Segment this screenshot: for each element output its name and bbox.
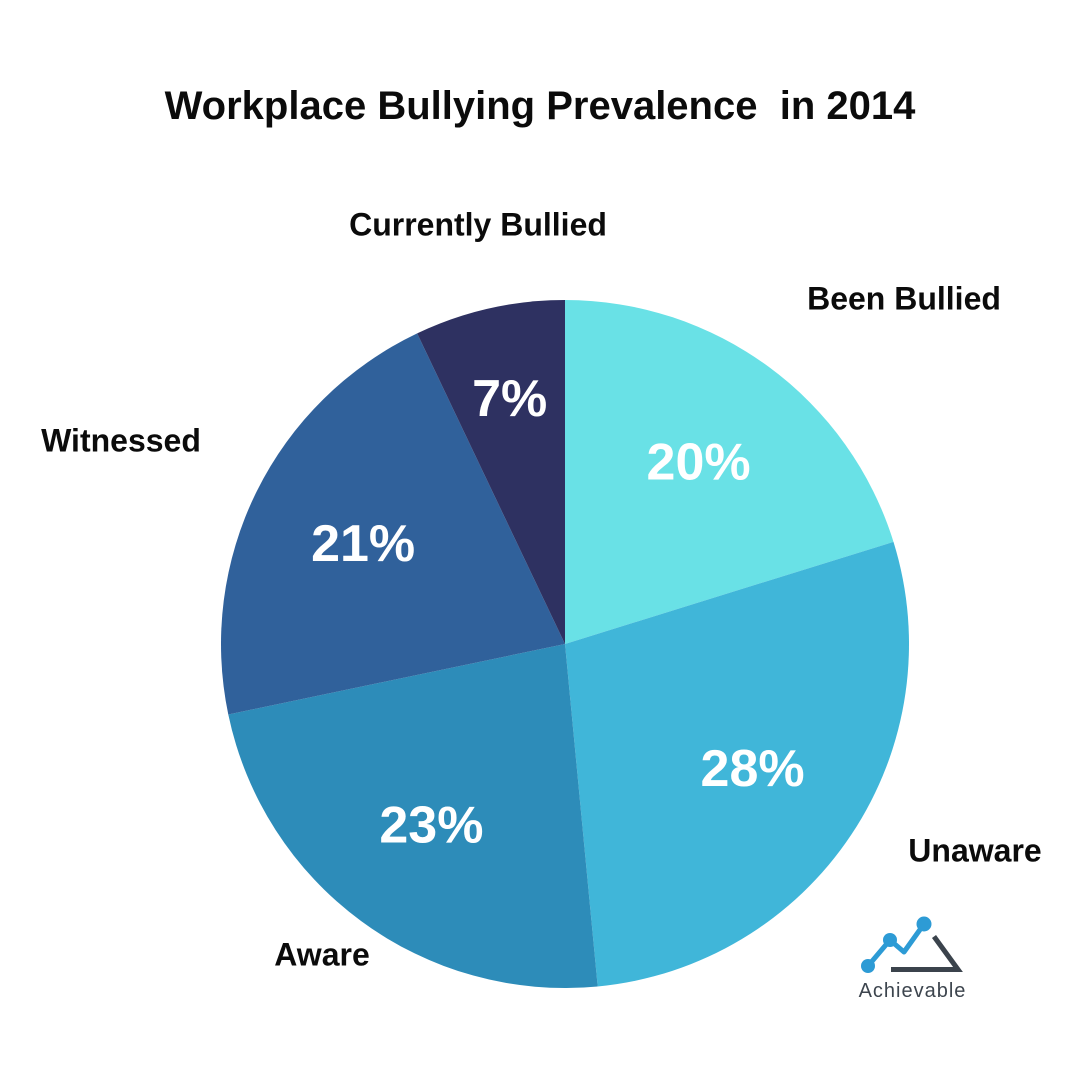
logo-zigzag-line-icon: [865, 921, 927, 969]
logo-dot-icon: [916, 916, 932, 932]
achievable-logo-mark: [861, 916, 963, 973]
slice-label-currently-bullied: Currently Bullied: [349, 206, 607, 243]
pie-slice-witnessed: [221, 333, 566, 715]
pie-slice-aware: [228, 644, 598, 988]
slice-label-unaware: Unaware: [908, 832, 1042, 869]
pie-slice-been-bullied: [565, 300, 894, 644]
pie-value-label-been-bullied: 20%: [647, 434, 751, 492]
chart-title: Workplace Bullying Prevalence in 2014: [164, 84, 916, 128]
pie-value-label-unaware: 28%: [701, 740, 805, 798]
logo-triangle-icon: [891, 935, 963, 972]
pie-slice-unaware: [565, 541, 910, 987]
pie-value-label-aware: 23%: [379, 796, 483, 854]
slice-label-been-bullied: Been Bullied: [807, 280, 1001, 317]
achievable-logo: Achievable: [855, 908, 970, 1003]
slice-label-witnessed: Witnessed: [41, 422, 201, 459]
pie-slice-currently-bullied: [417, 300, 565, 644]
pie-value-label-currently-bullied: 7%: [472, 370, 547, 428]
slice-label-aware: Aware: [274, 936, 370, 973]
logo-wordmark: Achievable: [858, 980, 967, 1002]
logo-dot-icon: [861, 959, 875, 973]
pie-value-label-witnessed: 21%: [311, 515, 415, 573]
logo-dot-icon: [883, 933, 897, 947]
